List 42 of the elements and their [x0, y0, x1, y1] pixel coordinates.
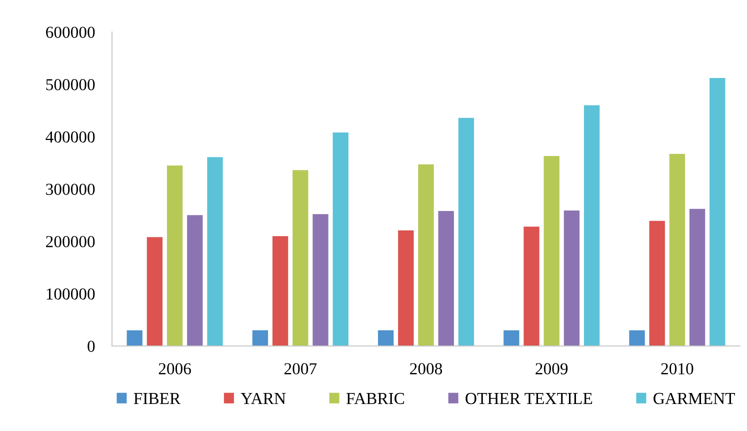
bar	[564, 210, 580, 346]
x-tick-label: 2006	[158, 363, 191, 374]
bar	[272, 236, 288, 346]
bar	[710, 78, 726, 346]
x-tick-label: 2008	[410, 363, 442, 374]
bar	[146, 237, 163, 346]
bar	[629, 330, 645, 346]
bar	[669, 154, 686, 346]
bar	[584, 105, 600, 346]
bar	[166, 165, 183, 346]
y-tick-label: 400000	[46, 131, 95, 143]
bar	[252, 330, 268, 346]
bar	[504, 330, 520, 346]
bar	[378, 330, 394, 346]
x-tick-label: 2007	[284, 363, 317, 374]
y-tick-label: 300000	[46, 184, 95, 195]
y-tick-label: 0	[88, 340, 95, 352]
legend-label: GARMENT	[654, 392, 736, 404]
y-tick-label: 500000	[46, 79, 95, 90]
y-tick-label: 100000	[46, 288, 95, 300]
bar	[126, 330, 142, 346]
bar	[418, 164, 434, 346]
bar	[458, 118, 474, 346]
y-tick-label: 600000	[46, 26, 95, 38]
legend-label: OTHER TEXTILE	[466, 392, 592, 404]
bar	[649, 220, 665, 346]
x-tick-label: 2009	[536, 363, 568, 374]
x-tick-label: 2010	[661, 363, 694, 374]
bar	[544, 156, 560, 346]
legend-label: FABRIC	[346, 392, 404, 404]
bar	[207, 157, 223, 346]
legend-label: FIBER	[134, 393, 181, 404]
bar	[398, 230, 414, 346]
bar	[312, 214, 328, 346]
legend-label: YARN	[240, 392, 286, 404]
y-tick-label: 200000	[46, 236, 95, 248]
bar	[187, 215, 203, 346]
bar	[292, 170, 308, 346]
bar	[438, 210, 454, 346]
bar	[332, 132, 348, 346]
bar	[689, 208, 706, 346]
bar	[524, 226, 540, 346]
